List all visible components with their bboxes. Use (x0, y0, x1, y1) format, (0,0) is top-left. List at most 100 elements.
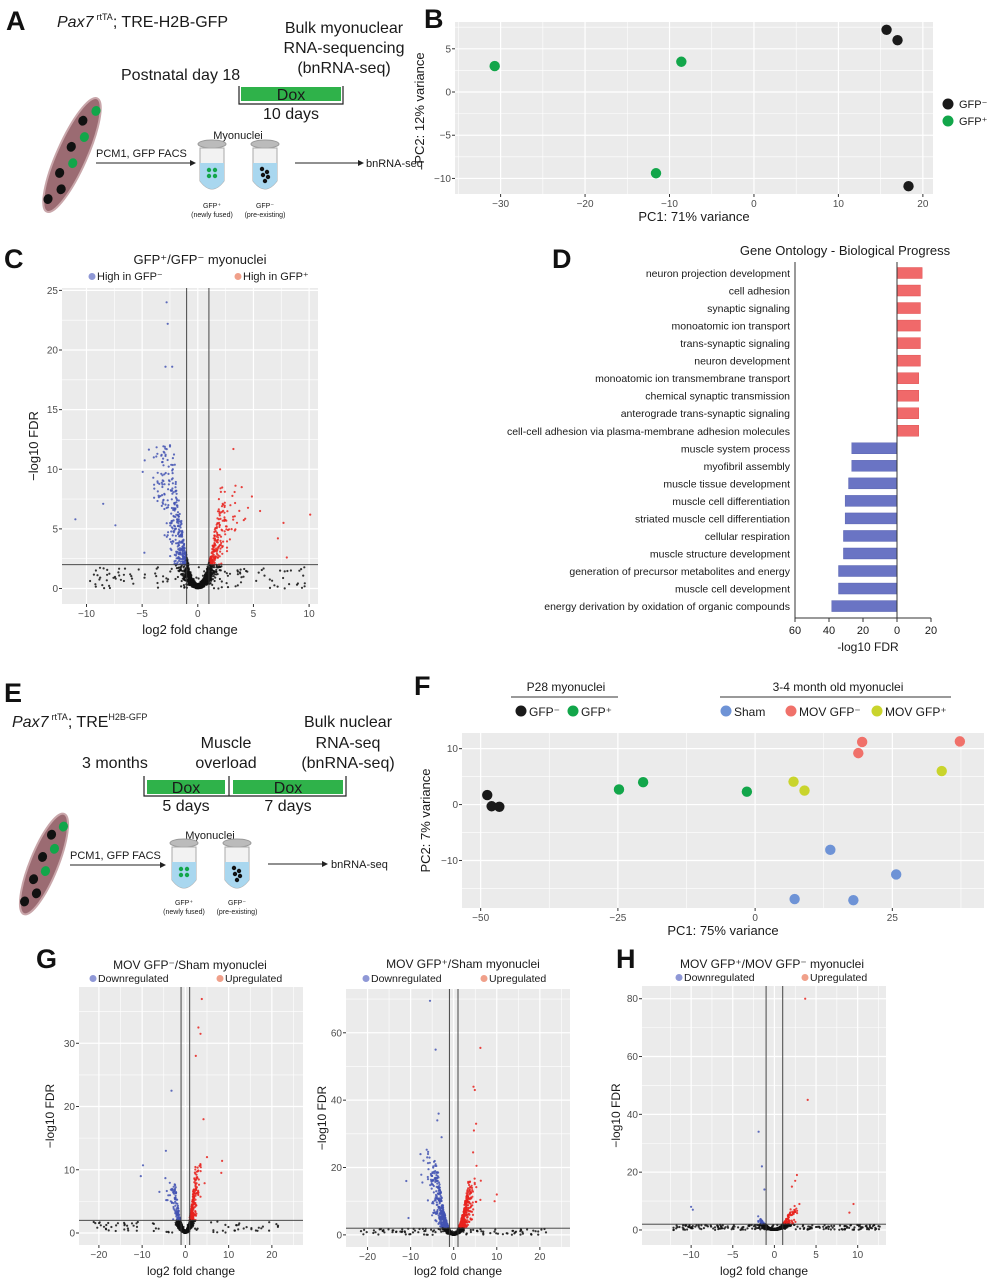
volcano-point (268, 578, 271, 581)
volcano-point (194, 1172, 197, 1175)
arrow-head-icon (160, 862, 166, 868)
volcano-point (395, 1230, 398, 1234)
legend-dot (942, 115, 954, 127)
x-tick-label: −5 (727, 1250, 739, 1261)
highlighted-point-up (472, 1151, 475, 1154)
volcano-point (167, 578, 170, 581)
volcano-point (302, 574, 305, 577)
volcano-point (167, 483, 170, 486)
nucleus-dot (212, 173, 218, 179)
y-tick-label: −5 (440, 131, 452, 142)
volcano-point (255, 579, 258, 583)
volcano-point (173, 1183, 176, 1186)
x-tick-label: −50 (472, 913, 489, 924)
volcano-point (167, 465, 170, 468)
volcano-point (156, 586, 160, 589)
volcano-point (475, 1186, 478, 1189)
sort-label: PCM1, GFP FACS (96, 148, 187, 160)
volcano-point (403, 1231, 407, 1234)
volcano-point (238, 509, 241, 512)
bar (896, 267, 923, 279)
volcano-point (240, 486, 243, 489)
legend-label: Sham (734, 705, 765, 719)
legend-label: GFP⁻ (529, 705, 560, 719)
volcano-point (221, 486, 224, 489)
volcano-point (157, 1227, 160, 1230)
data-point (856, 736, 868, 748)
volcano-point (182, 1231, 185, 1234)
legend-dot (942, 98, 954, 110)
volcano-point (161, 483, 164, 486)
volcano-point (180, 540, 183, 544)
volcano-point (130, 575, 133, 578)
y-tick-label: −10 (434, 174, 451, 185)
category-label: myofibril assembly (704, 461, 791, 473)
volcano-point (423, 1233, 426, 1236)
volcano-point (182, 538, 185, 541)
highlighted-point-down (74, 518, 77, 521)
volcano-point (289, 569, 292, 572)
volcano-point (161, 494, 164, 497)
tube-cap (169, 838, 199, 848)
volcano-point (236, 570, 239, 573)
volcano-point (161, 501, 164, 504)
muscle-fiber (42, 97, 102, 213)
volcano-point (426, 1178, 430, 1181)
volcano-point (268, 1229, 271, 1232)
nucleus-dot (212, 167, 218, 173)
volcano-point (186, 1223, 189, 1227)
volcano-point (197, 566, 200, 569)
y-tick-label: 10 (447, 744, 459, 755)
volcano-point (192, 1217, 195, 1220)
volcano-point (175, 492, 178, 495)
nucleus-dot (206, 167, 212, 173)
volcano-point (173, 463, 176, 466)
volcano-point (263, 574, 266, 577)
volcano-point (107, 1221, 110, 1225)
volcano-point (359, 1230, 363, 1233)
volcano-point (426, 1199, 429, 1202)
highlighted-point-down (440, 1136, 443, 1139)
x-axis-title: PC1: 75% variance (667, 923, 778, 938)
volcano-point (177, 531, 180, 534)
fiber-group (18, 812, 70, 916)
x-tick-label: −10 (683, 1250, 700, 1261)
volcano-point (408, 1233, 411, 1236)
bar (838, 565, 898, 577)
volcano-point (199, 1195, 202, 1198)
arrow-head-icon (190, 160, 196, 166)
x-tick-label: 10 (833, 199, 845, 210)
volcano-point (165, 522, 168, 525)
volcano-point (163, 445, 166, 448)
data-point (489, 60, 500, 72)
volcano-point (372, 1229, 375, 1232)
volcano-point (404, 1233, 407, 1236)
y-tick-label: 10 (47, 465, 59, 476)
volcano-point (99, 576, 102, 579)
volcano-point (196, 1191, 199, 1194)
volcano-point (276, 585, 279, 588)
volcano-point (182, 543, 185, 546)
volcano-point (439, 1217, 442, 1220)
volcano-point (171, 487, 174, 490)
dox-bar (241, 87, 341, 101)
volcano-point (436, 1182, 439, 1185)
volcano-point (163, 473, 166, 476)
highlighted-point-up (220, 1171, 223, 1174)
bar (896, 354, 921, 367)
volcano-point (106, 568, 109, 572)
volcano-point (123, 1224, 126, 1227)
volcano-point (243, 567, 246, 571)
panel-label-b: B (424, 4, 444, 34)
legend-label: MOV GFP⁺ (885, 705, 947, 719)
volcano-point (179, 526, 182, 529)
seq-title-line-2: RNA-sequencing (284, 40, 405, 57)
y-tick-label: 0 (632, 1225, 638, 1236)
volcano-point (177, 533, 180, 536)
volcano-point (200, 582, 203, 585)
dox-bar-2 (233, 780, 343, 794)
volcano-point (451, 1230, 454, 1233)
myonuclei-label: Myonuclei (213, 130, 263, 142)
highlighted-point-down (170, 1089, 173, 1092)
bar (843, 547, 898, 560)
